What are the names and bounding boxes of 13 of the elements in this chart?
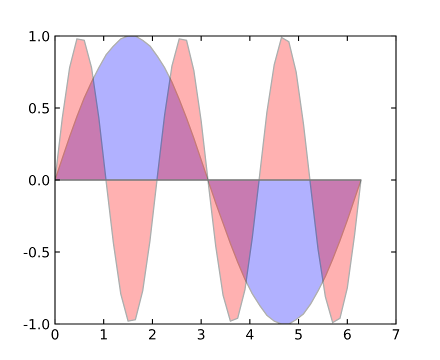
x-tick-label: 0 bbox=[51, 329, 58, 340]
y-tick-label: 0.0 bbox=[28, 174, 50, 186]
x-tick-label: 6 bbox=[344, 329, 351, 340]
x-tick-label: 5 bbox=[295, 329, 302, 340]
x-tick-label: 3 bbox=[198, 329, 204, 340]
y-tick-label: -0.5 bbox=[24, 246, 49, 258]
x-tick-label: 4 bbox=[246, 329, 254, 340]
y-tick-label: 1.0 bbox=[30, 30, 50, 42]
x-tick-label: 2 bbox=[149, 329, 156, 340]
y-tick-label: -1.0 bbox=[24, 318, 50, 330]
x-tick-label: 7 bbox=[392, 329, 400, 340]
x-tick-label: 1 bbox=[100, 329, 107, 340]
y-tick-label: 0.5 bbox=[28, 102, 49, 114]
